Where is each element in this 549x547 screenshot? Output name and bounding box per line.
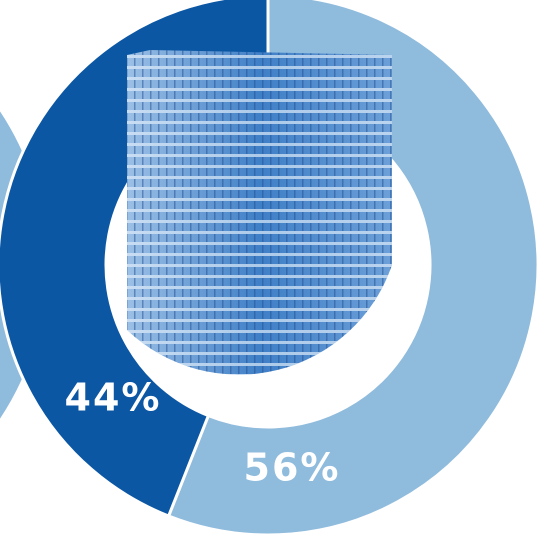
slices: [0, 0, 540, 537]
donut-slice: [166, 0, 540, 537]
building: [127, 50, 392, 375]
donut-slice: [0, 0, 270, 518]
labels: 56% 44%: [65, 376, 341, 490]
value-label: 56%: [244, 446, 341, 490]
value-label: 44%: [65, 376, 162, 420]
